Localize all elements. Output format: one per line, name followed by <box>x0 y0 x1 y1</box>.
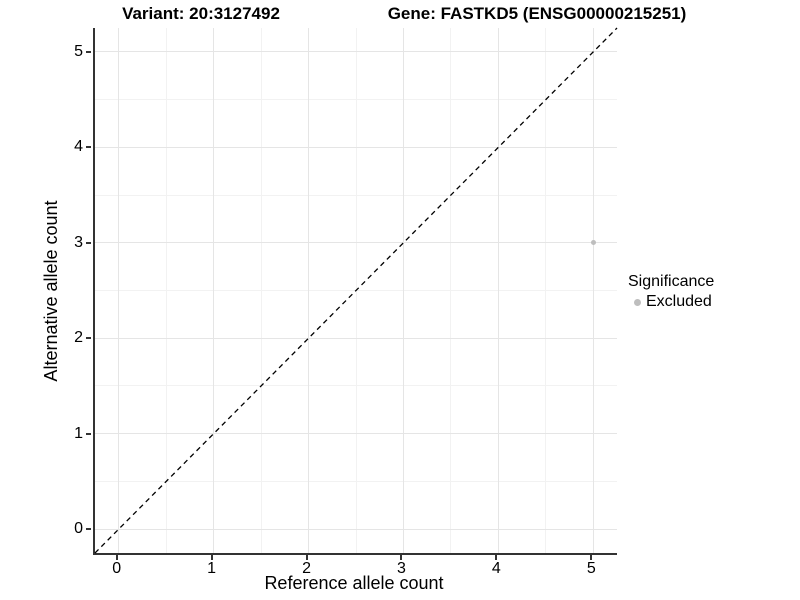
y-tick-mark <box>86 50 91 53</box>
gridline-horizontal <box>95 433 617 435</box>
variant-title: Variant: 20:3127492 <box>122 4 280 23</box>
x-tick-label: 2 <box>302 560 311 577</box>
gridline-horizontal <box>95 242 617 244</box>
gridline-vertical <box>592 28 594 553</box>
x-tick-mark <box>115 555 118 560</box>
y-tick-mark <box>86 432 91 435</box>
point-marker-icon <box>634 298 641 306</box>
x-tick-label: 4 <box>491 560 501 577</box>
x-tick-mark <box>495 555 498 560</box>
x-tick-mark <box>590 555 593 560</box>
gridline-horizontal <box>95 99 617 101</box>
x-tick-mark <box>210 555 213 560</box>
x-tick-mark <box>400 555 403 560</box>
y-tick-mark <box>86 337 91 340</box>
gridline-horizontal <box>95 194 617 196</box>
x-tick-label: 5 <box>586 560 596 577</box>
y-tick-label: 4 <box>74 138 83 156</box>
gridline-horizontal <box>95 146 617 148</box>
y-axis-title: Alternative allele count <box>41 200 61 382</box>
data-point <box>590 240 596 246</box>
y-tick-mark <box>86 146 91 149</box>
gridline-horizontal <box>95 337 617 339</box>
gridline-vertical <box>118 28 120 553</box>
x-tick-label: 0 <box>112 560 122 577</box>
legend-title: Significance <box>628 273 715 290</box>
legend: Significance Excluded <box>628 272 714 312</box>
y-tick-label: 0 <box>74 520 83 538</box>
y-tick-label: 5 <box>74 42 83 60</box>
y-tick-mark <box>86 241 91 244</box>
x-tick-mark <box>305 555 308 560</box>
gridline-vertical <box>213 28 215 553</box>
gridline-horizontal <box>95 528 617 530</box>
gridline-vertical <box>402 28 404 553</box>
x-tick-label: 3 <box>397 560 406 577</box>
gridline-horizontal <box>95 51 617 53</box>
gridline-vertical <box>497 28 499 553</box>
gridline-horizontal <box>95 385 617 387</box>
legend-item-excluded: Excluded <box>628 292 714 312</box>
y-tick-label: 1 <box>74 424 83 442</box>
x-tick-label: 1 <box>207 560 217 577</box>
gene-title: Gene: FASTKD5 (ENSG00000215251) <box>387 4 687 23</box>
y-tick-label: 3 <box>74 233 83 251</box>
y-tick-mark <box>86 528 91 531</box>
gridline-vertical <box>308 28 310 553</box>
y-tick-label: 2 <box>74 329 83 347</box>
legend-item-label: Excluded <box>646 293 712 310</box>
x-axis-title: Reference allele count <box>264 573 444 593</box>
gridline-horizontal <box>95 480 617 482</box>
plot-panel <box>93 27 618 555</box>
identity-dashed-line <box>94 27 618 554</box>
